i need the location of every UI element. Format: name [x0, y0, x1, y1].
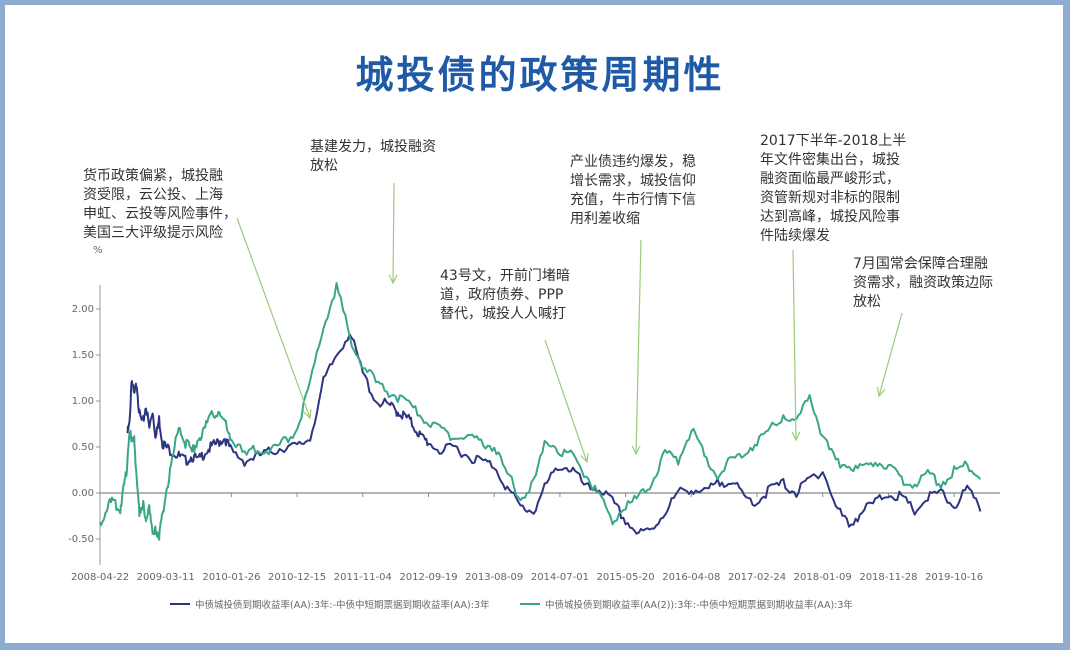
y-tick-label: 0.50: [72, 442, 94, 453]
x-tick-label: 2008-04-22: [71, 572, 129, 583]
x-tick-label: 2009-03-11: [137, 572, 195, 583]
arrow-head-icon: [580, 452, 589, 464]
y-tick-label: 1.00: [72, 396, 94, 407]
annotation-arrow: [236, 217, 311, 419]
series-line-1: [126, 333, 982, 535]
annotation-arrow: [544, 339, 588, 463]
slide-frame: [0, 0, 1070, 650]
annotation-text: 基建发力，城投融资 放松: [310, 139, 436, 174]
annotation-text: 43号文，开前门堵暗 道，政府债券、PPP 替代，城投人人喊打: [440, 268, 570, 322]
arrow-head-icon: [876, 387, 886, 398]
legend-label: 中债城投债到期收益率(AA):3年:-中债中短期票据到期收益率(AA):3年: [195, 600, 490, 611]
legend-item-series-2: 中债城投债到期收益率(AA(2)):3年:-中债中短期票据到期收益率(AA):3…: [520, 597, 853, 611]
page-title: 城投债的政策周期性: [355, 53, 725, 97]
legend-swatch-navy: [170, 603, 190, 605]
annotation-arrow: [878, 312, 903, 397]
annotation-text: 货币政策偏紧，城投融 资受限，云公投、上海 申虹、云投等风险事件， 美国三大评级…: [83, 168, 237, 241]
arrow-head-icon: [631, 445, 641, 456]
y-tick-label: 1.50: [72, 350, 94, 361]
annotation-text: 7月国常会保障合理融 资需求，融资政策边际 放松: [853, 256, 993, 310]
x-tick-label: 2010-01-26: [202, 572, 260, 583]
x-tick-label: 2013-08-09: [465, 572, 523, 583]
x-tick-label: 2012-09-19: [399, 572, 457, 583]
arrow-head-icon: [388, 274, 398, 285]
x-tick-label: 2016-04-08: [662, 572, 720, 583]
annotation-arrow: [635, 239, 642, 455]
x-tick-label: 2014-07-01: [531, 572, 589, 583]
x-tick-label: 2011-11-04: [334, 572, 392, 583]
series-line-2: [99, 282, 982, 541]
arrow-head-icon: [791, 431, 801, 442]
legend-item-series-1: 中债城投债到期收益率(AA):3年:-中债中短期票据到期收益率(AA):3年: [170, 597, 489, 611]
annotation-arrow: [392, 182, 395, 284]
y-tick-label: 0.00: [72, 488, 94, 499]
x-tick-label: 2018-01-09: [794, 572, 852, 583]
legend-swatch-green: [520, 603, 540, 605]
annotation-text: 2017下半年-2018上半 年文件密集出台，城投 融资面临最严峻形式， 资管新…: [760, 133, 907, 244]
x-tick-label: 2019-10-16: [925, 572, 983, 583]
y-tick-label: 2.00: [72, 304, 94, 315]
y-axis-unit: %: [93, 245, 103, 256]
annotation-text: 产业债违约爆发，稳 增长需求，城投信仰 充值，牛市行情下信 用利差收缩: [570, 154, 696, 227]
annotation-arrow: [792, 249, 797, 441]
x-tick-label: 2017-02-24: [728, 572, 786, 583]
arrow-head-icon: [303, 408, 312, 420]
x-tick-label: 2018-11-28: [859, 572, 917, 583]
x-tick-label: 2010-12-15: [268, 572, 326, 583]
legend-label: 中债城投债到期收益率(AA(2)):3年:-中债中短期票据到期收益率(AA):3…: [545, 600, 853, 611]
x-tick-label: 2015-05-20: [597, 572, 655, 583]
y-tick-label: -0.50: [68, 534, 94, 545]
